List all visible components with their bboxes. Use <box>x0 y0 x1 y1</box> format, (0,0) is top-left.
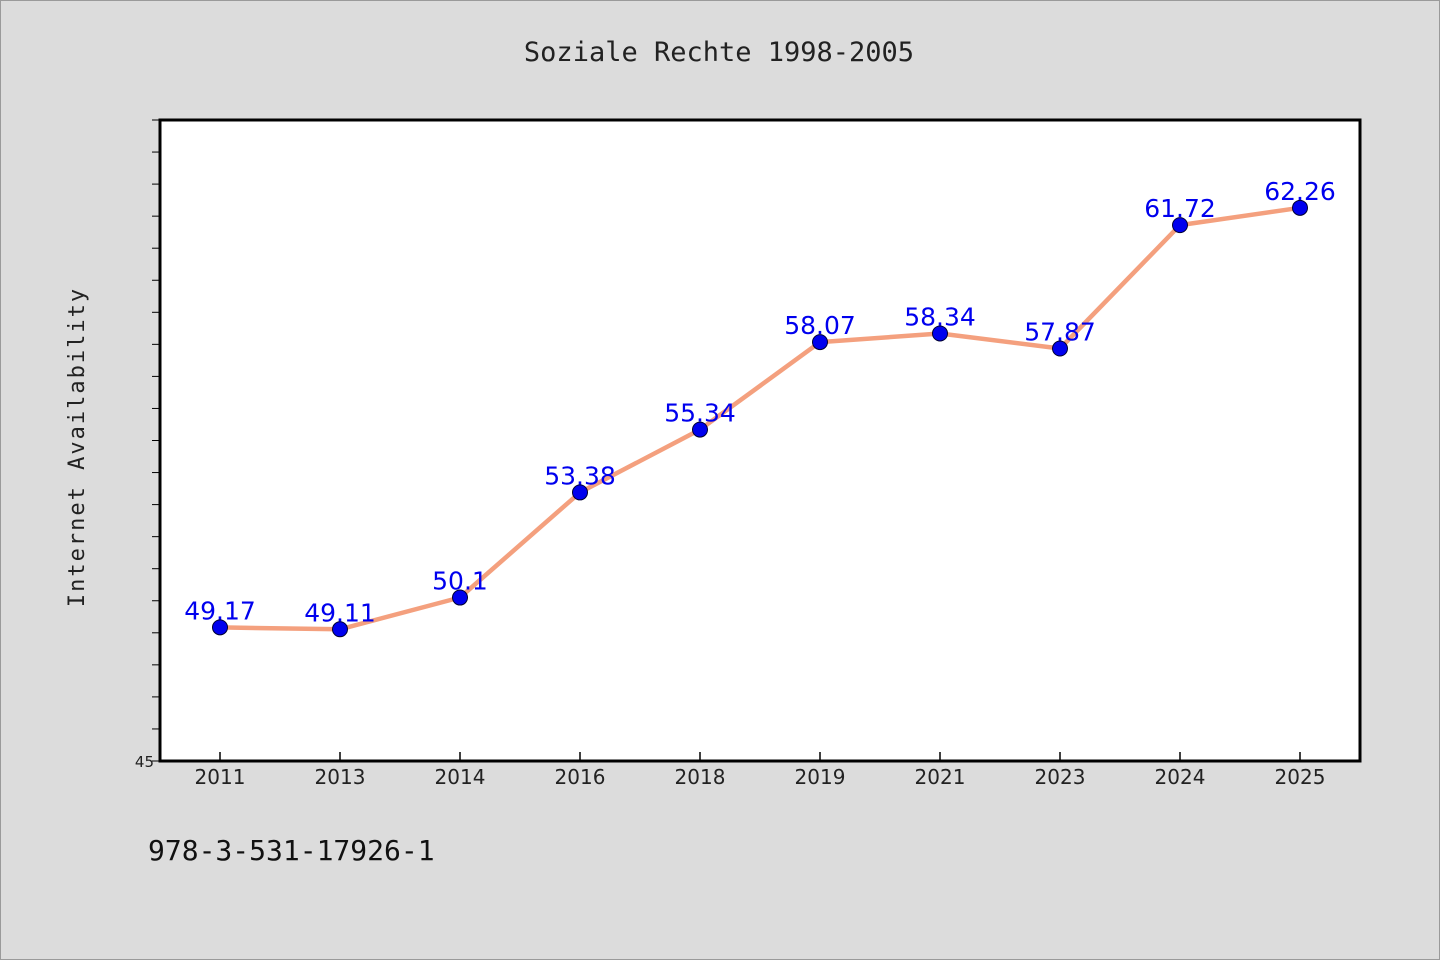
isbn-footnote: 978-3-531-17926-1 <box>148 834 435 867</box>
data-label: 62.26 <box>1264 177 1336 206</box>
data-label: 61.72 <box>1144 194 1216 223</box>
x-tick-label: 2024 <box>1155 765 1206 789</box>
data-label: 50.1 <box>432 567 488 596</box>
data-point <box>1052 340 1068 357</box>
data-label: 49.17 <box>184 596 256 625</box>
data-point <box>692 421 708 438</box>
x-tick-label: 2014 <box>435 765 486 789</box>
chart-title: Soziale Rechte 1998-2005 <box>524 37 914 68</box>
data-label: 49.11 <box>304 598 376 627</box>
data-point <box>1292 199 1308 216</box>
x-tick-label: 2019 <box>795 765 846 789</box>
x-tick-label: 2016 <box>555 765 606 789</box>
x-tick-label: 2018 <box>675 765 726 789</box>
series-line <box>219 205 1301 632</box>
data-point <box>452 589 468 606</box>
data-label: 58.34 <box>904 302 976 331</box>
x-axis-ticks: 2011 2013 2014 2016 2018 2019 2021 2023 2024 2025 <box>195 752 1326 789</box>
series-group <box>212 199 1308 638</box>
x-tick-label: 2025 <box>1275 765 1326 789</box>
data-label: 58.07 <box>784 311 856 340</box>
plot-area <box>158 118 1362 763</box>
data-point <box>1172 217 1188 234</box>
y-tick-label: 45 <box>135 753 154 771</box>
data-point <box>572 484 588 501</box>
x-tick-label: 2013 <box>315 765 366 789</box>
data-labels-group: 49.17 49.11 50.1 53.38 55.34 58.07 58.34 57.87 6… <box>184 177 1336 627</box>
y-axis-ticks: 45 <box>135 119 160 771</box>
y-axis-label: Internet Availability <box>65 287 90 607</box>
data-point <box>212 619 228 636</box>
data-label: 53.38 <box>544 461 616 490</box>
data-point <box>812 334 828 351</box>
x-tick-label: 2021 <box>915 765 966 789</box>
data-point <box>332 621 348 638</box>
data-label: 57.87 <box>1024 318 1096 347</box>
x-tick-label: 2011 <box>195 765 246 789</box>
data-point <box>932 325 948 342</box>
data-label: 55.34 <box>664 399 736 428</box>
x-tick-label: 2023 <box>1035 765 1086 789</box>
